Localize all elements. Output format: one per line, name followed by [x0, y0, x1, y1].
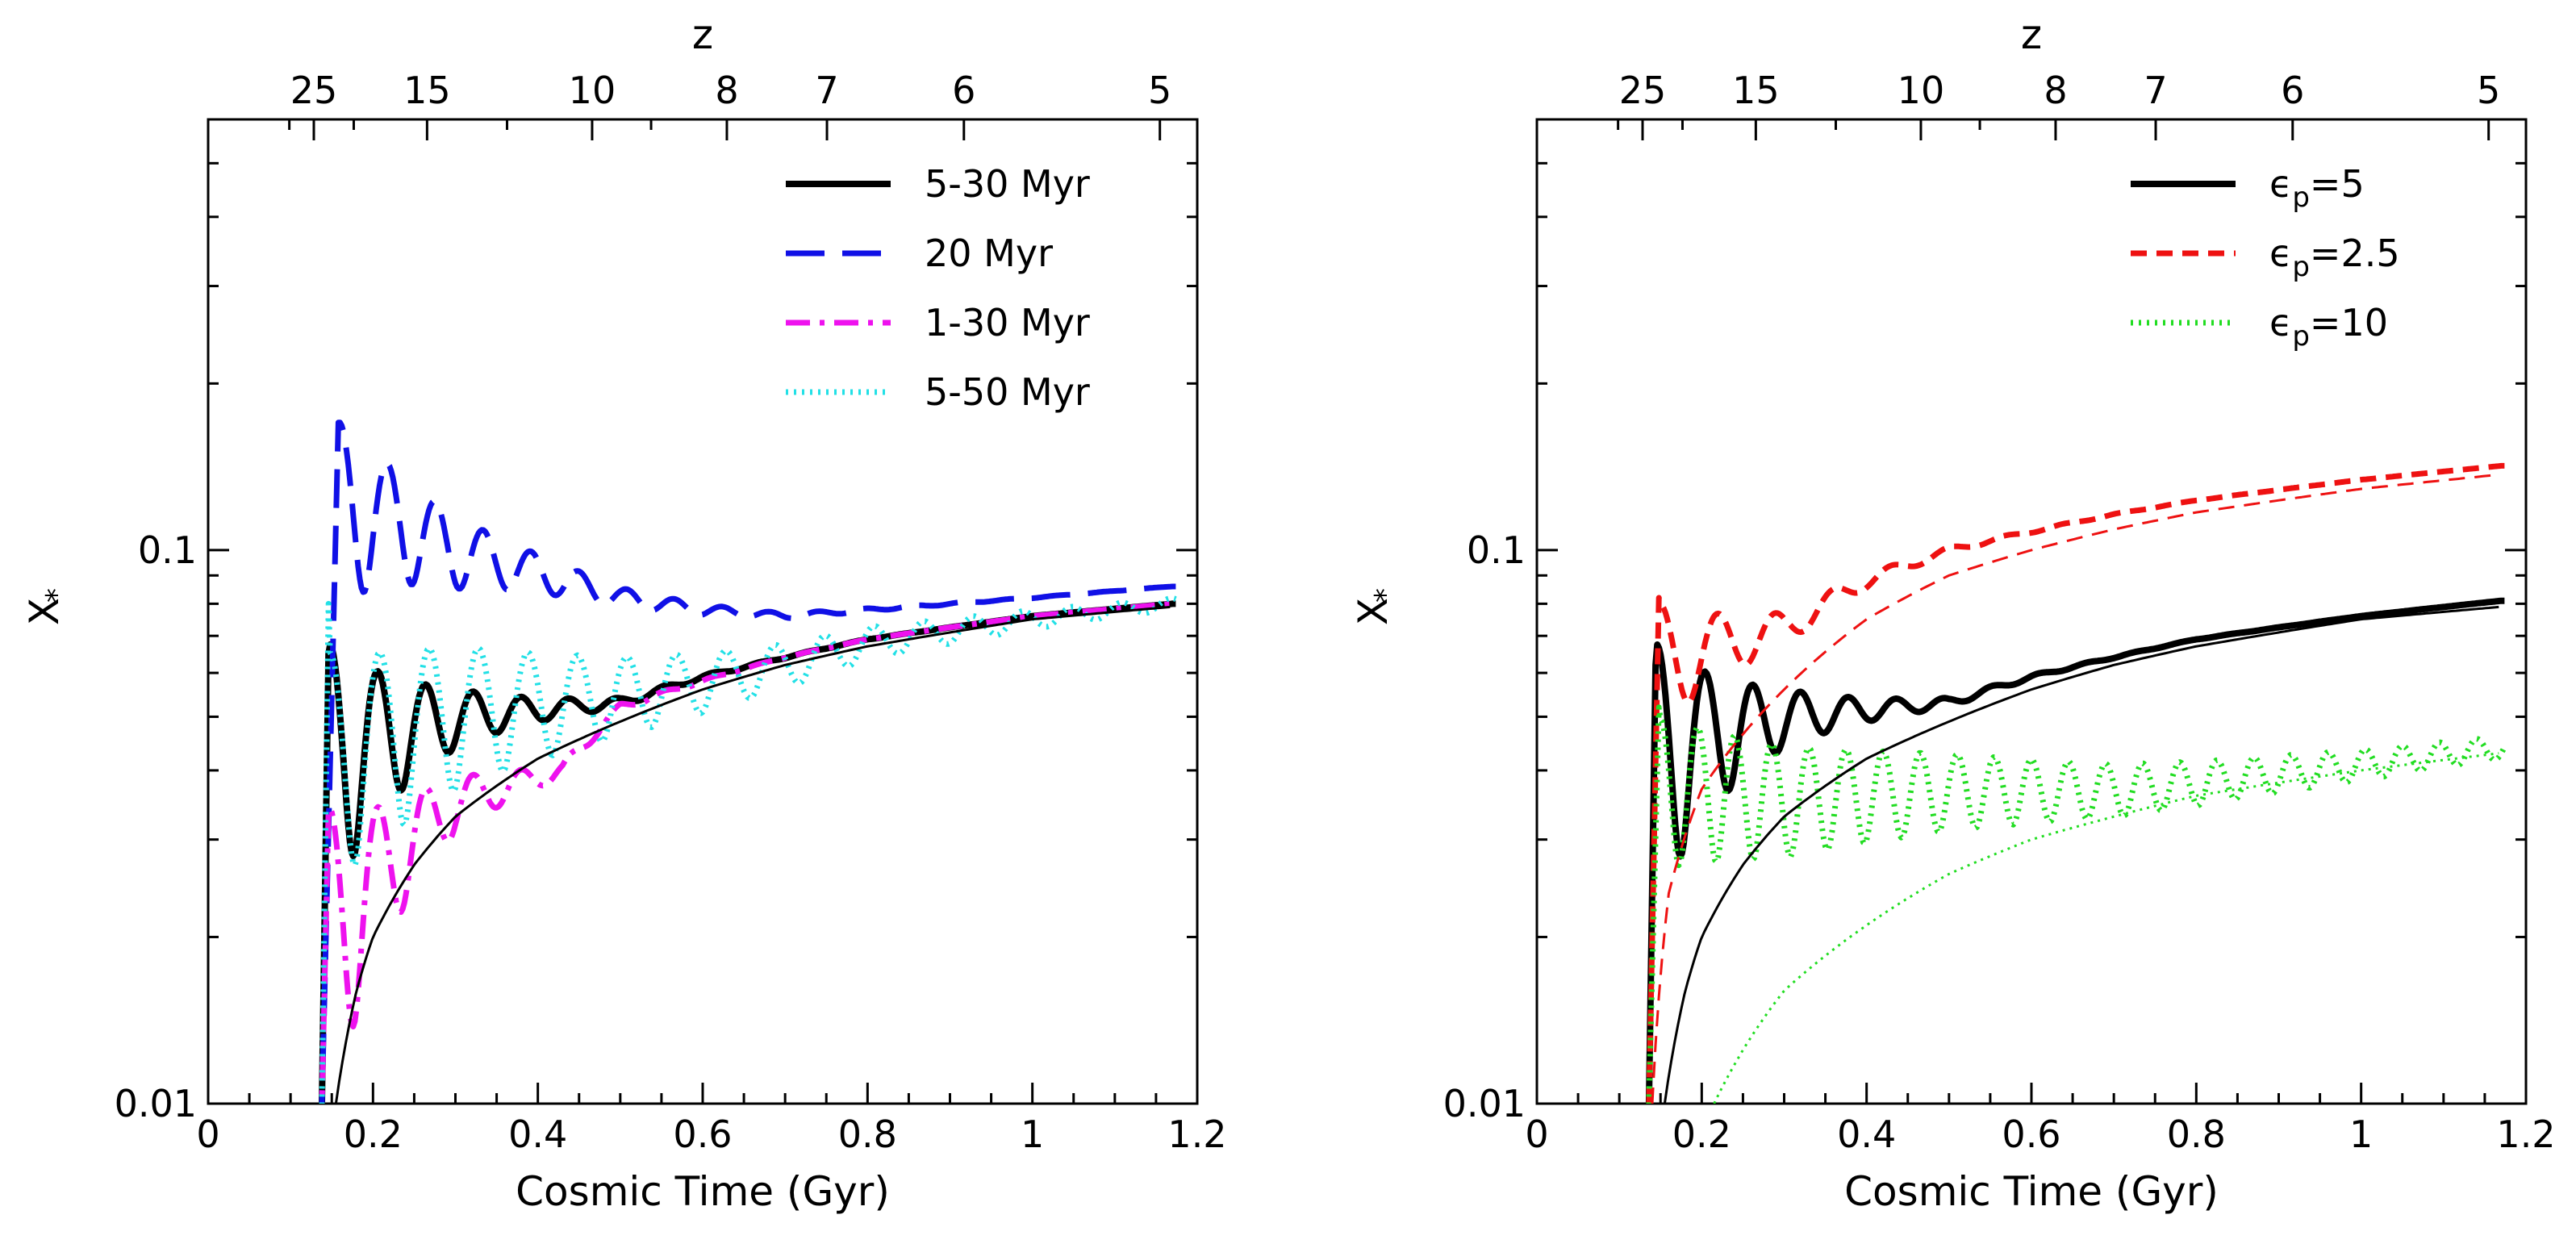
- left-panel: z Cosmic Time (Gyr) X * 0 0.2 0.4 0.6 0.8 1 1.…: [21, 11, 1227, 1215]
- legend-label-main: ϵ: [2269, 162, 2292, 206]
- x-tick-label: 0.4: [1837, 1113, 1896, 1156]
- z-tick-label: 8: [2044, 69, 2067, 112]
- legend-label-main: ϵ: [2269, 232, 2292, 275]
- z-tick-label: 5: [1148, 69, 1171, 112]
- x-tick-label: 0.4: [508, 1113, 567, 1156]
- reference-line: [1663, 605, 2499, 1104]
- top-axis-label: z: [2021, 11, 2042, 58]
- z-tick-label: 5: [2477, 69, 2500, 112]
- series-line: [319, 600, 1177, 1104]
- series-line: [319, 595, 1177, 1104]
- legend-label: 5-50 Myr: [925, 370, 1090, 414]
- x-axis-label: Cosmic Time (Gyr): [1844, 1168, 2219, 1215]
- y-ticks: [1537, 161, 2526, 1105]
- legend-label-subscript: p: [2292, 320, 2310, 353]
- x-tick-label: 1.2: [2496, 1113, 2555, 1156]
- legend-label-tail: =5: [2310, 162, 2365, 206]
- y-axis-label: X *: [21, 588, 73, 625]
- reference-line: [334, 605, 1171, 1104]
- z-tick-label: 10: [569, 69, 616, 112]
- x-tick-label: 0.2: [1672, 1113, 1731, 1156]
- y-tick-label: 0.01: [115, 1082, 197, 1125]
- series-line: [1645, 597, 2507, 1104]
- reference-line: [1651, 473, 2500, 1104]
- right-panel: z Cosmic Time (Gyr) X * 0 0.2 0.4 0.6 0.8 1 1.…: [1350, 11, 2556, 1215]
- z-tick-label: 7: [815, 69, 838, 112]
- z-tick-label: 25: [290, 69, 338, 112]
- legend-label-tail: =10: [2310, 301, 2388, 344]
- z-tick-label: 6: [952, 69, 975, 112]
- x-tick-label: 1: [2349, 1113, 2373, 1156]
- z-ticks: [288, 119, 1162, 140]
- legend-label: ϵp=2.5: [2269, 232, 2400, 283]
- legend-label: ϵp=5: [2269, 162, 2365, 214]
- series-line: [319, 600, 1178, 1104]
- z-tick-label: 6: [2281, 69, 2304, 112]
- y-tick-label: 0.1: [1467, 528, 1526, 572]
- z-tick-label: 15: [403, 69, 451, 112]
- y-tick-label: 0.1: [138, 528, 197, 572]
- legend-label: ϵp=10: [2269, 301, 2388, 353]
- series-line: [319, 420, 1177, 1104]
- reference-line: [1713, 752, 2499, 1104]
- z-tick-label: 15: [1732, 69, 1780, 112]
- y-axis-label-main: X: [21, 598, 68, 625]
- x-tick-label: 1.2: [1167, 1113, 1226, 1156]
- x-tick-label: 0.8: [2167, 1113, 2226, 1156]
- x-ticks: [207, 1083, 1199, 1104]
- legend-label-tail: =2.5: [2310, 232, 2400, 275]
- z-tick-label: 8: [715, 69, 738, 112]
- legend: ϵp=5ϵp=2.5ϵp=10: [2131, 162, 2400, 353]
- legend-label-subscript: p: [2292, 251, 2310, 283]
- x-tick-label: 0.6: [673, 1113, 732, 1156]
- x-tick-label: 0.6: [2002, 1113, 2060, 1156]
- x-tick-label: 0.8: [838, 1113, 897, 1156]
- legend-label: 20 Myr: [925, 232, 1053, 275]
- legend-label: 1-30 Myr: [925, 301, 1090, 344]
- x-axis-label: Cosmic Time (Gyr): [516, 1168, 890, 1215]
- x-tick-label: 0.2: [344, 1113, 403, 1156]
- z-tick-label: 10: [1898, 69, 1945, 112]
- z-tick-label: 7: [2144, 69, 2167, 112]
- x-tick-label: 0: [1525, 1113, 1548, 1156]
- series-line: [1646, 704, 2507, 1104]
- legend: 5-30 Myr 20 Myr 1-30 Myr 5-50 Myr: [786, 162, 1090, 414]
- legend-label-subscript: p: [2292, 182, 2310, 214]
- x-ticks: [1535, 1083, 2528, 1104]
- y-axis-label-subscript: *: [40, 588, 73, 603]
- series-curves: [319, 420, 1178, 1104]
- series-line: [1646, 462, 2506, 1104]
- y-axis-label-main: X: [1350, 598, 1397, 625]
- z-ticks: [1617, 119, 2490, 140]
- series-curves: [1645, 462, 2507, 1104]
- y-ticks: [208, 161, 1197, 1105]
- x-tick-label: 0: [196, 1113, 219, 1156]
- legend-label: 5-30 Myr: [925, 162, 1090, 206]
- top-axis-label: z: [692, 11, 713, 58]
- y-axis-label: X *: [1350, 588, 1402, 625]
- z-tick-label: 25: [1619, 69, 1667, 112]
- legend-label-main: ϵ: [2269, 301, 2292, 344]
- y-axis-label-subscript: *: [1369, 588, 1402, 603]
- x-tick-label: 1: [1021, 1113, 1044, 1156]
- y-tick-label: 0.01: [1443, 1082, 1526, 1125]
